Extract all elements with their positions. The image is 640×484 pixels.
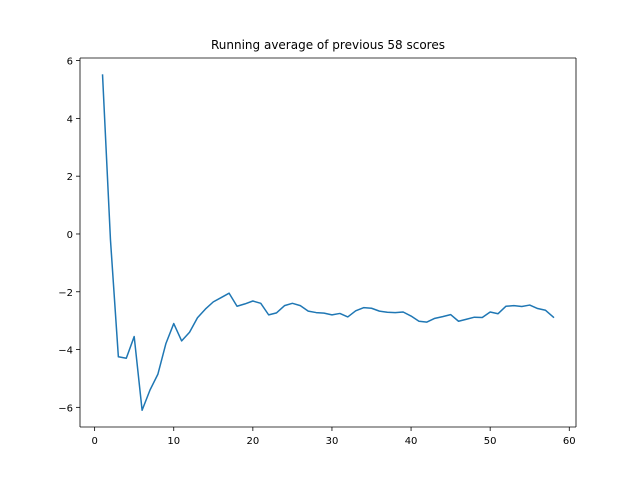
y-tick-label: −2 (58, 288, 73, 299)
x-axis-ticks: 0 10 20 30 40 50 60 (91, 427, 576, 447)
x-tick-label: 30 (326, 436, 339, 447)
x-tick-label: 20 (246, 436, 259, 447)
y-tick-label: −4 (58, 346, 73, 357)
x-tick-label: 40 (405, 436, 418, 447)
x-tick-label: 50 (484, 436, 497, 447)
chart-title: Running average of previous 58 scores (211, 38, 445, 52)
x-tick-label: 60 (563, 436, 576, 447)
series-line (101, 74, 555, 411)
y-tick-label: 4 (67, 114, 73, 125)
y-tick-label: −6 (58, 403, 73, 414)
y-tick-label: 2 (67, 172, 73, 183)
series-layer (101, 74, 555, 411)
y-tick-label: 0 (67, 230, 73, 241)
x-tick-label: 0 (91, 436, 97, 447)
y-tick-label: 6 (67, 57, 73, 68)
x-tick-label: 10 (167, 436, 180, 447)
axes-frame (79, 57, 577, 428)
y-axis-ticks: −6 −4 −2 0 2 4 6 (58, 57, 80, 414)
